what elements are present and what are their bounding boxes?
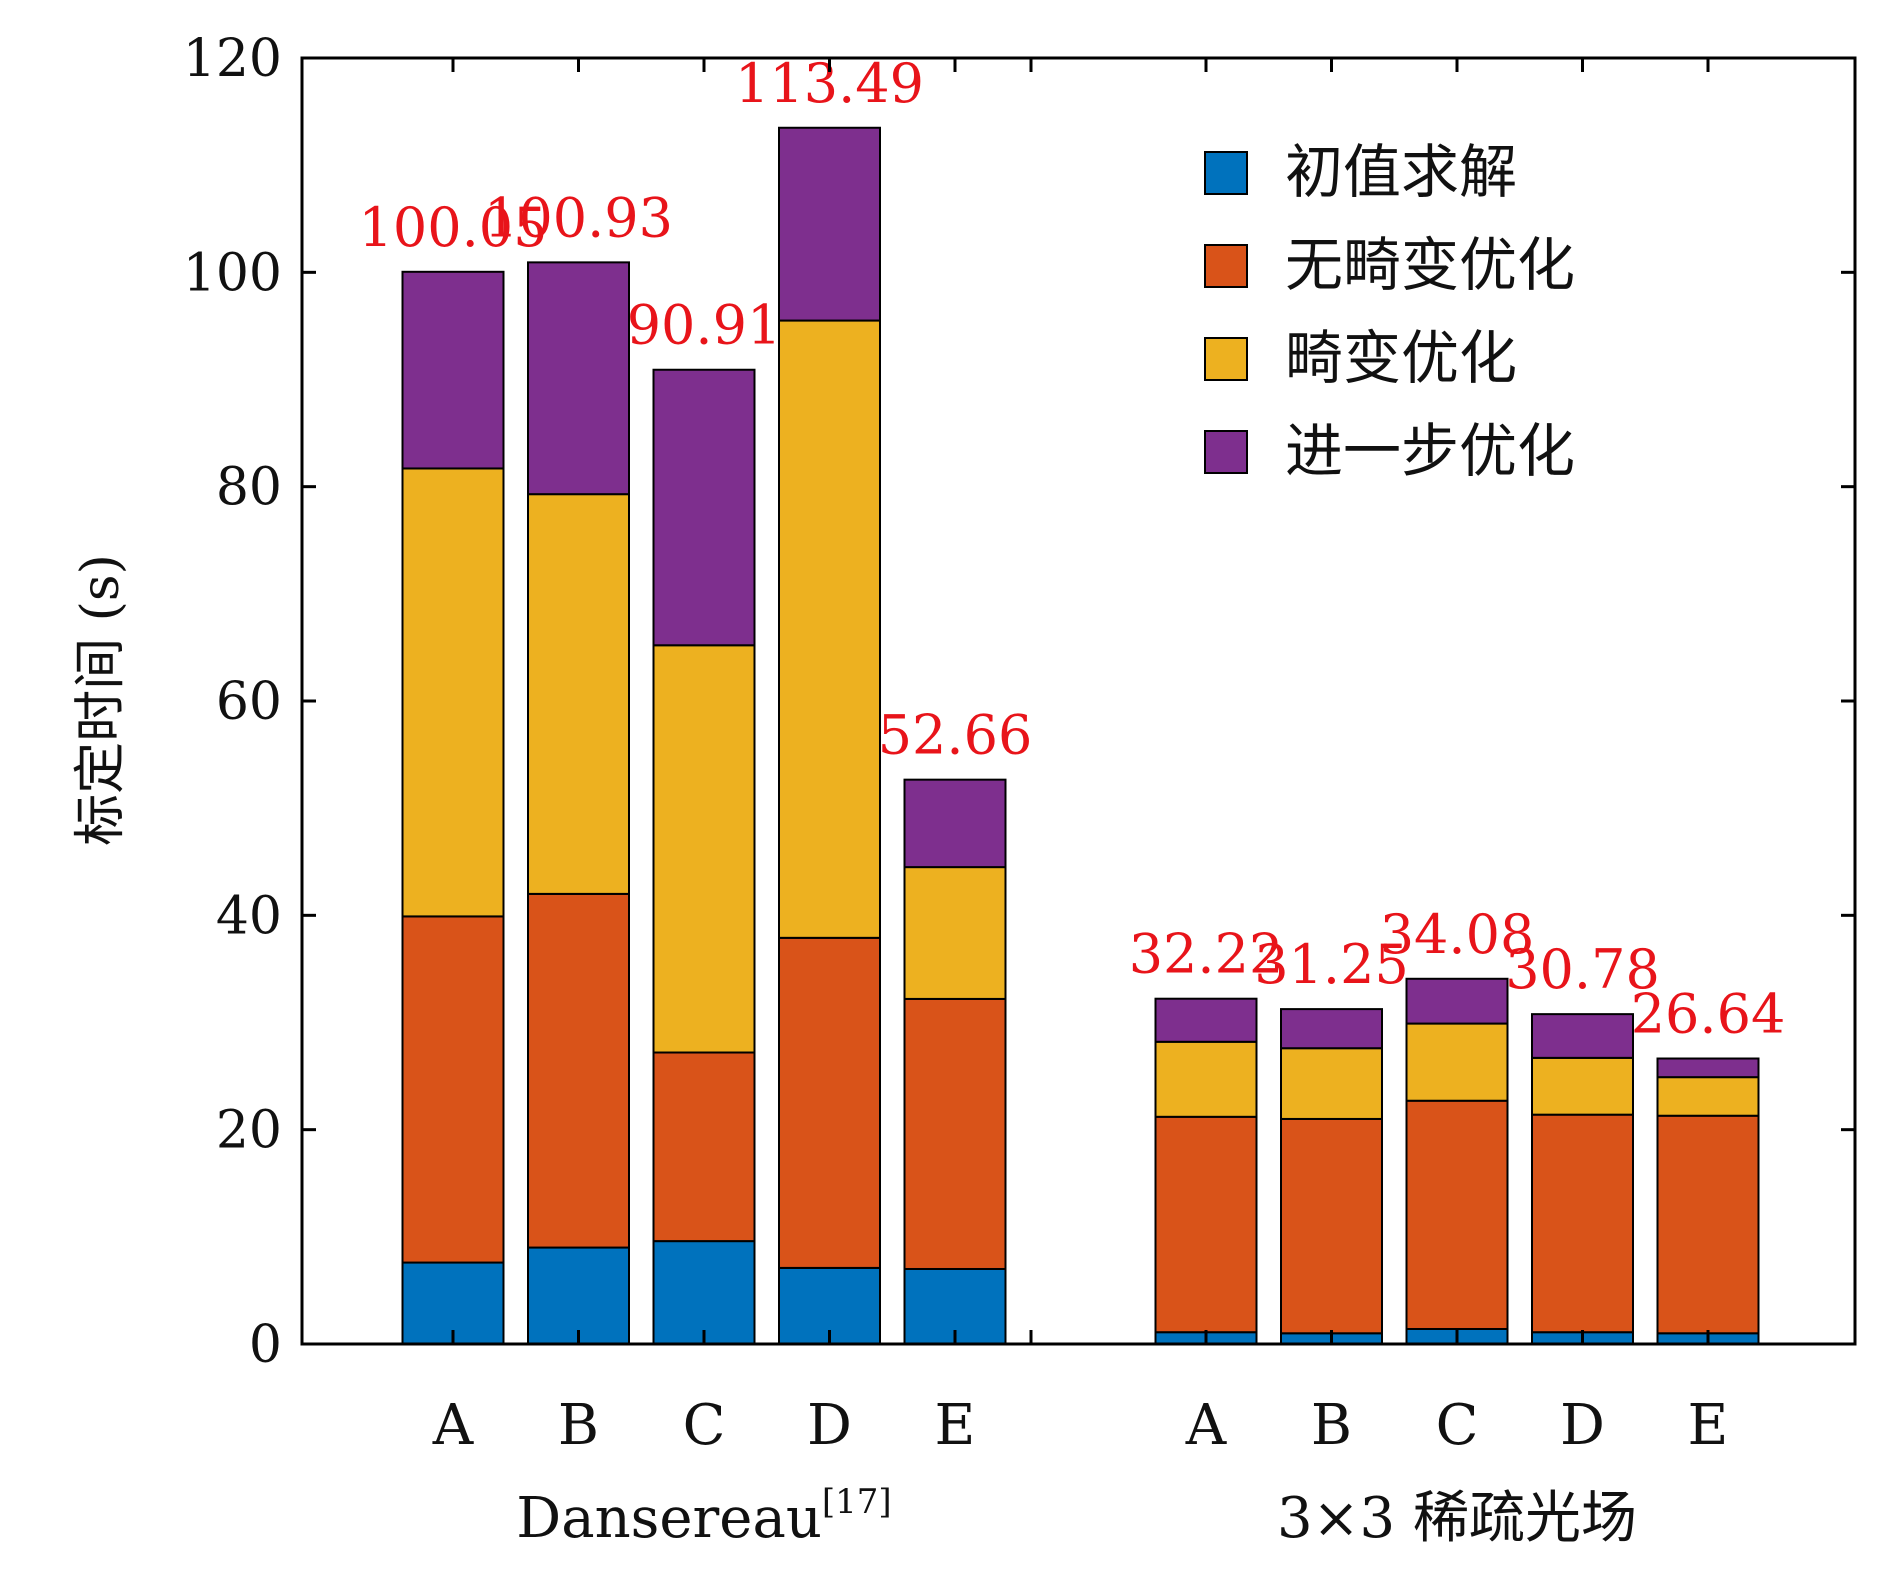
group-label-text: 3×3 稀疏光场	[1277, 1486, 1637, 1551]
bar-segment	[1531, 1056, 1634, 1116]
bar-segment	[1656, 1076, 1760, 1117]
legend-label: 畸变优化	[1285, 324, 1517, 392]
bar-segment	[903, 997, 1007, 1270]
bar-segment	[652, 368, 756, 647]
bar-segment	[1405, 1099, 1509, 1330]
bar-total-label: 30.78	[1505, 938, 1660, 1001]
bar-segment	[1154, 1040, 1258, 1118]
y-axis: 0 20 40 60 80 100 120	[183, 29, 1855, 1375]
bar-segment	[1280, 1008, 1383, 1050]
bar-segment	[1531, 1113, 1634, 1334]
bar-segment	[778, 936, 881, 1269]
bar-total-label: 100.05	[359, 196, 548, 259]
bar-segment	[652, 644, 756, 1054]
bar-segment	[903, 778, 1007, 869]
y-tick-label: 20	[216, 1101, 282, 1161]
x-category-label: A	[432, 1393, 474, 1458]
chart-marks: 100.05100.9390.91113.4952.6632.2231.2534…	[359, 52, 1786, 1346]
legend-swatch	[1204, 151, 1248, 195]
legend-swatch	[1204, 337, 1248, 381]
bar-segment	[401, 270, 505, 470]
x-category-label: C	[1436, 1393, 1479, 1458]
bar-segment	[527, 1246, 630, 1346]
x-group-label: 3×3 稀疏光场	[1277, 1486, 1637, 1551]
bar-segment	[1405, 977, 1509, 1025]
legend-label: 进一步优化	[1285, 417, 1575, 485]
y-tick-label: 80	[216, 458, 282, 518]
bar-segment	[401, 467, 505, 918]
x-category-label: D	[1560, 1393, 1605, 1458]
x-axis: A B C D E Dansereau[17] A B C D E 3×3 稀疏光场	[432, 58, 1729, 1551]
y-axis-label: 标定时间 (s)	[71, 554, 131, 846]
x-category-label: B	[1311, 1393, 1352, 1458]
x-category-label: E	[1688, 1393, 1729, 1458]
bar-total-label: 90.91	[627, 294, 782, 357]
bar-segment	[652, 1051, 756, 1243]
bar-segment	[1154, 1115, 1258, 1334]
bar-total-label: 32.22	[1129, 923, 1284, 986]
bar-segment	[1656, 1114, 1760, 1335]
y-tick-label: 40	[216, 886, 282, 946]
bar-total-label: 34.08	[1380, 903, 1535, 966]
bar-segment	[527, 493, 630, 895]
legend-label: 初值求解	[1285, 138, 1517, 206]
bar-segment	[778, 126, 881, 322]
x-category-label: C	[683, 1393, 726, 1458]
legend-label: 无畸变优化	[1285, 231, 1575, 299]
bar-segment	[527, 261, 630, 496]
group-label-citation: [17]	[822, 1482, 892, 1522]
bar-total-label: 31.25	[1254, 933, 1409, 996]
bar-segment	[1531, 1013, 1634, 1059]
legend-swatch	[1204, 244, 1248, 288]
group-label-text: Dansereau	[516, 1486, 822, 1551]
bar-segment	[1154, 997, 1258, 1043]
x-category-label: B	[558, 1393, 599, 1458]
bar-segment	[903, 866, 1007, 1000]
y-tick-label: 120	[183, 29, 282, 89]
bar-total-label: 52.66	[878, 704, 1033, 767]
y-tick-label: 0	[249, 1315, 282, 1375]
x-category-label: E	[935, 1393, 976, 1458]
bar-segment	[652, 1240, 756, 1345]
bar-segment	[1280, 1047, 1383, 1120]
x-group-label: Dansereau[17]	[516, 1482, 891, 1551]
bar-segment	[1280, 1117, 1383, 1335]
x-category-label: A	[1185, 1393, 1227, 1458]
x-category-label: D	[807, 1393, 852, 1458]
bar-segment	[1656, 1057, 1760, 1079]
legend-swatch	[1204, 430, 1248, 474]
bar-total-label: 100.93	[484, 186, 673, 249]
y-tick-label: 60	[216, 672, 282, 732]
bar-segment	[1405, 1022, 1509, 1102]
bar-segment	[401, 915, 505, 1264]
bar-segment	[778, 319, 881, 939]
bar-segment	[527, 892, 630, 1249]
bar-total-label: 26.64	[1631, 983, 1786, 1046]
y-tick-label: 100	[183, 243, 282, 303]
